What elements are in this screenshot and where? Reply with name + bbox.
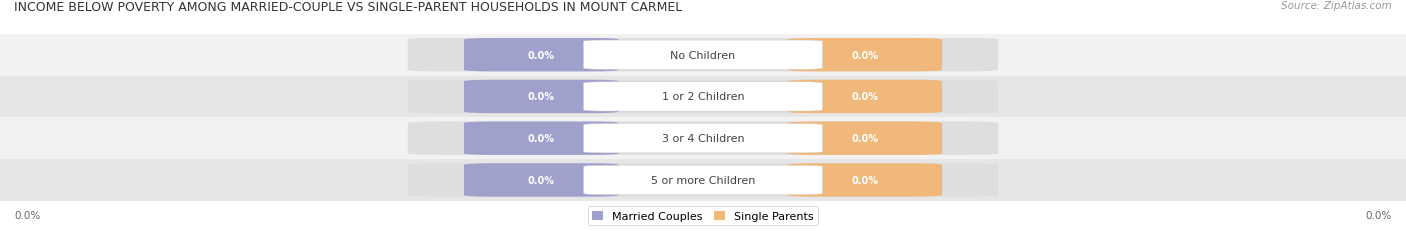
FancyBboxPatch shape (0, 76, 1406, 118)
FancyBboxPatch shape (583, 82, 823, 112)
FancyBboxPatch shape (787, 164, 942, 197)
FancyBboxPatch shape (408, 122, 998, 155)
Text: 0.0%: 0.0% (527, 50, 555, 61)
FancyBboxPatch shape (408, 80, 998, 114)
FancyBboxPatch shape (583, 166, 823, 195)
FancyBboxPatch shape (583, 124, 823, 153)
FancyBboxPatch shape (408, 39, 998, 72)
FancyBboxPatch shape (464, 164, 619, 197)
Text: INCOME BELOW POVERTY AMONG MARRIED-COUPLE VS SINGLE-PARENT HOUSEHOLDS IN MOUNT C: INCOME BELOW POVERTY AMONG MARRIED-COUPL… (14, 1, 682, 14)
Text: 0.0%: 0.0% (527, 134, 555, 144)
Text: 0.0%: 0.0% (1365, 210, 1392, 220)
FancyBboxPatch shape (464, 39, 619, 72)
Text: 0.0%: 0.0% (851, 92, 879, 102)
Text: 0.0%: 0.0% (851, 175, 879, 185)
Text: Source: ZipAtlas.com: Source: ZipAtlas.com (1281, 1, 1392, 11)
FancyBboxPatch shape (0, 35, 1406, 76)
FancyBboxPatch shape (787, 39, 942, 72)
FancyBboxPatch shape (787, 122, 942, 155)
Text: 0.0%: 0.0% (527, 175, 555, 185)
Text: 0.0%: 0.0% (851, 134, 879, 144)
Text: 0.0%: 0.0% (851, 50, 879, 61)
FancyBboxPatch shape (583, 41, 823, 70)
Text: No Children: No Children (671, 50, 735, 61)
Text: 1 or 2 Children: 1 or 2 Children (662, 92, 744, 102)
FancyBboxPatch shape (464, 80, 619, 114)
FancyBboxPatch shape (787, 80, 942, 114)
Text: 0.0%: 0.0% (527, 92, 555, 102)
Text: 0.0%: 0.0% (14, 210, 41, 220)
FancyBboxPatch shape (408, 164, 998, 197)
FancyBboxPatch shape (464, 122, 619, 155)
FancyBboxPatch shape (0, 118, 1406, 159)
FancyBboxPatch shape (0, 159, 1406, 201)
Text: 3 or 4 Children: 3 or 4 Children (662, 134, 744, 144)
Legend: Married Couples, Single Parents: Married Couples, Single Parents (588, 206, 818, 225)
Text: 5 or more Children: 5 or more Children (651, 175, 755, 185)
